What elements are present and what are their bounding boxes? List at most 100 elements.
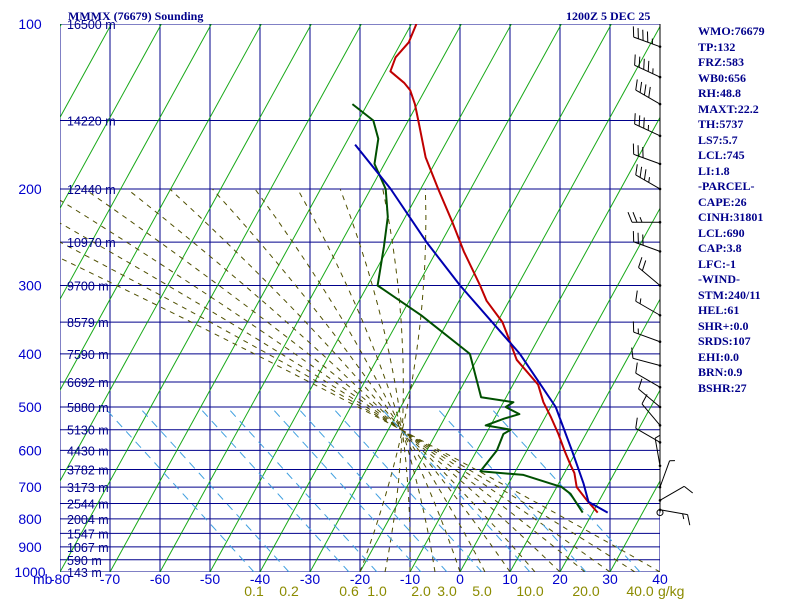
isotherm — [60, 24, 262, 392]
isotherm — [760, 24, 800, 572]
stat-item: EHI:0.0 — [698, 349, 740, 364]
wind-barb — [654, 434, 662, 468]
height-label: 2004 m — [67, 513, 109, 527]
barb-flag — [635, 362, 638, 374]
isotherm — [159, 24, 462, 572]
temperature-tick-label: -20 — [350, 571, 370, 587]
moist-adiabat — [169, 188, 511, 572]
isotherm — [209, 24, 512, 572]
temperature-tick-label: -60 — [150, 571, 170, 587]
barb-flag — [643, 169, 647, 181]
temperature-tick-label: 20 — [552, 571, 568, 587]
mixing-ratio-label: 2.0 — [411, 583, 431, 599]
wind-barb — [631, 347, 662, 367]
mixing-ratio-label: 0.6 — [339, 583, 359, 599]
height-label: 6692 m — [67, 376, 109, 390]
stat-item: SHR+:0.0 — [698, 318, 749, 333]
wind-barb — [632, 143, 662, 166]
barb-station-dot — [658, 340, 662, 344]
isotherm — [309, 24, 612, 572]
barb-shaft — [641, 403, 661, 426]
barb-half-flag — [639, 217, 643, 223]
mixing-ratio-label: 0.2 — [279, 583, 299, 599]
isotherm — [459, 207, 660, 572]
isotherm — [60, 24, 362, 572]
height-label: 5880 m — [67, 401, 109, 415]
stat-item: LCL:745 — [698, 148, 745, 162]
barb-station-dot — [658, 220, 662, 224]
height-label: 8579 m — [67, 316, 109, 330]
moist-adiabat — [254, 188, 461, 572]
isotherm — [60, 24, 212, 301]
temperature-tick-label: -40 — [250, 571, 270, 587]
isotherm — [359, 25, 660, 572]
barb-shaft — [634, 64, 661, 78]
stat-item: WMO:76679 — [698, 24, 765, 38]
mixing-ratio-label: 10.0 — [516, 583, 543, 599]
barb-shaft — [635, 427, 661, 443]
stats-panel: WMO:76679 TP:132 FRZ:583 WB0:656 RH:48.8 MAXT… — [698, 24, 765, 396]
height-label: 16500 m — [67, 18, 116, 32]
wind-barb — [632, 26, 662, 48]
wind-barb — [658, 508, 691, 526]
barb-flag — [643, 117, 645, 129]
barb-station-dot — [658, 75, 662, 79]
mixing-ratio-label: 1.0 — [367, 583, 387, 599]
wind-barb — [635, 290, 662, 317]
stat-item: BSHR:27 — [698, 380, 747, 395]
wind-barb — [635, 79, 662, 106]
barb-station-dot — [658, 441, 662, 444]
barb-flag — [635, 79, 638, 91]
barb-station-dot — [658, 499, 662, 502]
isotherm — [509, 298, 660, 572]
barb-flag — [638, 257, 643, 268]
stat-item: BRN:0.9 — [698, 365, 743, 379]
mixing-ratio-label: 20.0 — [572, 583, 599, 599]
pressure-tick-label: 800 — [18, 511, 42, 527]
isotherm — [60, 24, 112, 119]
barb-half-flag — [648, 177, 651, 183]
barb-station-dot — [658, 485, 662, 489]
moist-adiabat — [60, 241, 636, 572]
barb-flag — [632, 212, 638, 223]
isotherm — [60, 24, 162, 210]
wind-barb — [638, 257, 662, 287]
height-label: 1547 m — [67, 527, 109, 541]
mixing-ratio-line — [198, 406, 350, 572]
mixing-ratio-line — [138, 406, 290, 572]
height-label: 10970 m — [67, 236, 116, 250]
barb-flag — [683, 485, 694, 494]
barb-flag — [647, 60, 650, 72]
height-label: 3173 m — [67, 481, 109, 495]
mixing-ratio-label: 0.1 — [244, 583, 264, 599]
barb-station-dot — [658, 250, 662, 253]
surface-station-marker — [656, 509, 664, 517]
stat-item: TP:132 — [698, 39, 736, 54]
barb-shaft — [633, 36, 661, 48]
barb-station-dot — [658, 464, 662, 468]
sounding-time: 1200Z 5 DEC 25 — [566, 9, 651, 23]
plot-area — [60, 24, 800, 572]
stat-item: LFC:-1 — [698, 256, 736, 271]
mixing-ratio-label: 3.0 — [437, 583, 457, 599]
barb-station-dot — [658, 284, 662, 287]
temperature-tick-label: -70 — [100, 571, 120, 587]
stat-item: CAP:3.8 — [698, 241, 742, 255]
temperature-tick-label: 40 — [652, 571, 668, 587]
barb-station-dot — [658, 385, 662, 389]
moist-adiabat — [359, 188, 427, 572]
height-label: 12440 m — [67, 183, 116, 197]
barb-station-dot — [658, 364, 662, 367]
wind-barb — [634, 113, 662, 138]
wind-barb — [635, 164, 662, 191]
height-label: 2544 m — [67, 498, 109, 512]
barb-flag — [643, 58, 645, 70]
height-label: 590 m — [67, 554, 102, 568]
mixing-ratio-line — [103, 406, 255, 572]
barb-flag — [635, 290, 638, 302]
stat-item: WB0:656 — [698, 70, 746, 85]
barb-flag — [635, 417, 638, 429]
moist-adiabat — [84, 188, 561, 572]
height-label: 3782 m — [67, 463, 109, 477]
